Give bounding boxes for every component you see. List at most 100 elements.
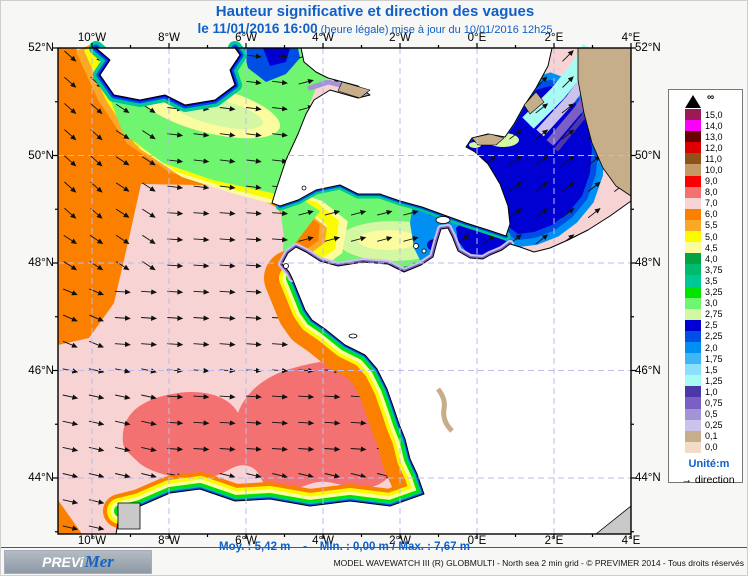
legend-value: 2,0 [705,342,718,353]
legend-entry: 4,0 [685,253,742,265]
legend-value: 1,0 [705,386,718,397]
land-ireland [95,47,241,106]
above-scale-triangle-icon [685,95,701,108]
lon-label-top: 6°W [235,32,257,44]
legend-entry: 13,0 [685,131,742,143]
legend-entry: 3,75 [685,264,742,276]
gironde-estuary [436,387,454,433]
legend-entry: 1,5 [685,364,742,376]
channel-islands [413,243,419,249]
legend-color-swatch [685,253,701,265]
wave-height-map [53,41,636,539]
legend-entry: 5,5 [685,219,742,232]
legend-value: 0,5 [705,409,718,420]
legend-entry: 2,75 [685,308,742,320]
map-frame [57,47,632,535]
legend-value: 2,25 [705,331,723,342]
legend-entry: 3,25 [685,286,742,298]
legend-color-swatch [685,319,701,331]
legend-color-swatch [685,175,701,187]
previmer-logo: PREVi Mer [4,550,152,574]
legend-color-swatch [685,275,701,287]
wave-height-legend: ∞ 15,0 14,0 13,0 12,0 11,0 10,0 9,0 8,0 7,0 6,0 5,… [668,89,743,486]
legend-entry: 9,0 [685,175,742,187]
legend-color-swatch [685,330,701,342]
lat-label-left: 44°N [28,472,54,484]
legend-color-swatch [685,164,701,176]
legend-entry: 0,25 [685,419,742,431]
legend-entries: 15,0 14,0 13,0 12,0 11,0 10,0 9,0 8,0 7,0 6,0 5,5 5… [685,109,742,453]
legend-entry: 2,5 [685,319,742,331]
lon-label-top: 4°W [312,32,334,44]
legend-color-swatch [685,131,701,143]
legend-color-swatch [685,142,701,154]
legend-color-swatch [685,219,701,232]
legend-value: 12,0 [705,142,723,153]
legend-direction: → direction [681,473,735,486]
scilly-isles [301,185,307,191]
legend-value: 10,0 [705,165,723,176]
legend-value: 3,75 [705,264,723,275]
lon-label-top: 0°E [467,32,487,44]
legend-value: 3,0 [705,298,718,309]
legend-entry: 0,75 [685,397,742,409]
legend-entry: 0,5 [685,408,742,420]
legend-value: 3,25 [705,287,723,298]
lon-label-bottom: 2°W [389,535,411,547]
legend-value: 14,0 [705,120,723,131]
legend-color-swatch [685,120,701,132]
legend-entry: 0,0 [685,441,742,453]
lat-label-left: 52°N [28,42,54,54]
legend-color-swatch [685,441,701,453]
legend-entry: 0,1 [685,430,742,442]
infinity-label: ∞ [707,92,715,103]
legend-value: 1,75 [705,353,723,364]
legend-color-swatch [685,408,701,420]
wash-flats [523,91,545,115]
lon-label-bottom: 8°W [158,535,180,547]
lat-label-right: 50°N [635,149,661,162]
lat-label-right: 46°N [635,364,661,377]
legend-value: 2,75 [705,309,723,320]
legend-color-swatch [685,264,701,276]
legend-value: 0,1 [705,431,718,442]
legend-color-swatch [685,297,701,309]
lat-label-right: 48°N [635,257,661,269]
legend-entry: 1,25 [685,375,742,387]
lat-label-right: 44°N [635,472,661,484]
legend-entry: 14,0 [685,120,742,132]
legend-entry: 2,25 [685,330,742,342]
lat-label-left: 48°N [28,257,54,269]
lon-label-top: 4°E [621,32,641,44]
lat-label-left: 50°N [28,149,54,162]
legend-entry: 11,0 [685,153,742,165]
legend-value: 5,0 [705,231,718,242]
lon-label-bottom: 6°W [235,535,257,547]
legend-entry: 3,5 [685,275,742,287]
legend-color-swatch [685,197,701,209]
legend-entry: 10,0 [685,164,742,176]
legend-value: 5,5 [705,220,718,231]
legend-entry: 15,0 [685,109,742,121]
legend-value: 4,5 [705,242,718,253]
legend-color-swatch [685,375,701,387]
legend-value: 6,0 [705,209,718,220]
legend-value: 13,0 [705,131,723,142]
legend-value: 2,5 [705,320,718,331]
legend-color-swatch [685,308,701,320]
forecast-datetime: le 11/01/2016 16:00 [197,21,318,36]
isle-of-wight [435,216,451,224]
title-block: Hauteur significative et direction des v… [1,3,747,36]
legend-color-swatch [685,364,701,376]
model-credit: MODEL WAVEWATCH III (R) GLOBMULTI - Nort… [333,558,744,568]
update-info: (heure légale) mise à jour du 10/01/2016… [317,24,553,36]
legend-color-swatch [685,109,701,121]
legend-entry: 2,0 [685,341,742,354]
ouessant [283,263,289,269]
lon-label-bottom: 4°W [312,535,334,547]
legend-color-swatch [685,208,701,220]
legend-value: 0,0 [705,442,718,453]
legend-unit: Unité:m [688,457,730,470]
lon-label-top: 2°E [544,32,564,44]
